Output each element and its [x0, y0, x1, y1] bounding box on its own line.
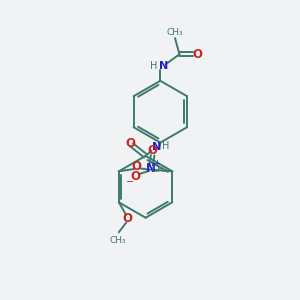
Text: +: +: [153, 159, 160, 168]
Text: N: N: [159, 61, 168, 71]
Text: O: O: [123, 212, 133, 225]
Text: N: N: [146, 162, 156, 175]
Text: O: O: [192, 48, 202, 61]
Text: H: H: [162, 141, 169, 151]
Text: O: O: [148, 144, 158, 157]
Text: CH₃: CH₃: [151, 165, 168, 174]
Text: CH₃: CH₃: [167, 28, 183, 37]
Text: CH₃: CH₃: [109, 236, 126, 245]
Text: O: O: [131, 160, 142, 173]
Text: N: N: [152, 142, 161, 152]
Text: H: H: [150, 61, 158, 71]
Text: O: O: [125, 137, 135, 150]
Text: −: −: [126, 177, 134, 187]
Text: O: O: [131, 170, 141, 183]
